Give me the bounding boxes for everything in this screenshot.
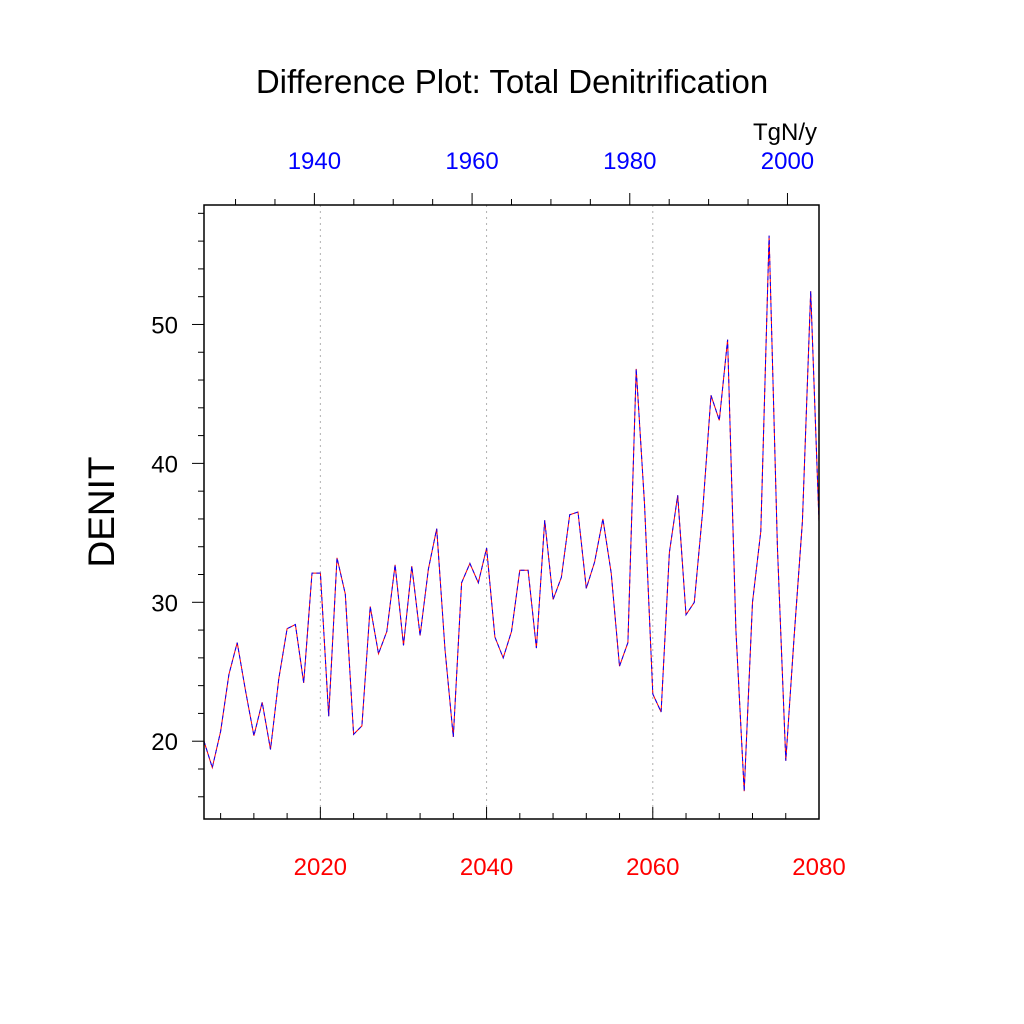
top-tick-label: 2000 bbox=[761, 148, 814, 175]
grid-lines bbox=[319, 205, 654, 819]
tick-marks bbox=[192, 193, 820, 819]
bottom-tick-label: 2060 bbox=[626, 854, 679, 881]
y-axis-label: DENIT bbox=[81, 457, 122, 568]
tick-labels: 2020 2040 2060 2080 1940 1960 1980 2000 20 30 40 50 bbox=[151, 148, 845, 881]
series-line-future bbox=[203, 235, 820, 792]
y-tick-label: 40 bbox=[151, 451, 178, 478]
series-group bbox=[203, 235, 820, 792]
plot-frame bbox=[203, 204, 820, 820]
units-label: TgN/y bbox=[753, 119, 817, 146]
series-line-historical bbox=[203, 235, 820, 792]
y-tick-label: 30 bbox=[151, 590, 178, 617]
bottom-tick-label: 2020 bbox=[294, 854, 347, 881]
top-tick-label: 1980 bbox=[603, 148, 656, 175]
top-tick-label: 1960 bbox=[445, 148, 498, 175]
bottom-tick-label: 2080 bbox=[792, 854, 845, 881]
top-tick-label: 1940 bbox=[288, 148, 341, 175]
y-tick-label: 50 bbox=[151, 312, 178, 339]
y-tick-label: 20 bbox=[151, 729, 178, 756]
chart-title: Difference Plot: Total Denitrification bbox=[256, 63, 768, 100]
bottom-tick-label: 2040 bbox=[460, 854, 513, 881]
